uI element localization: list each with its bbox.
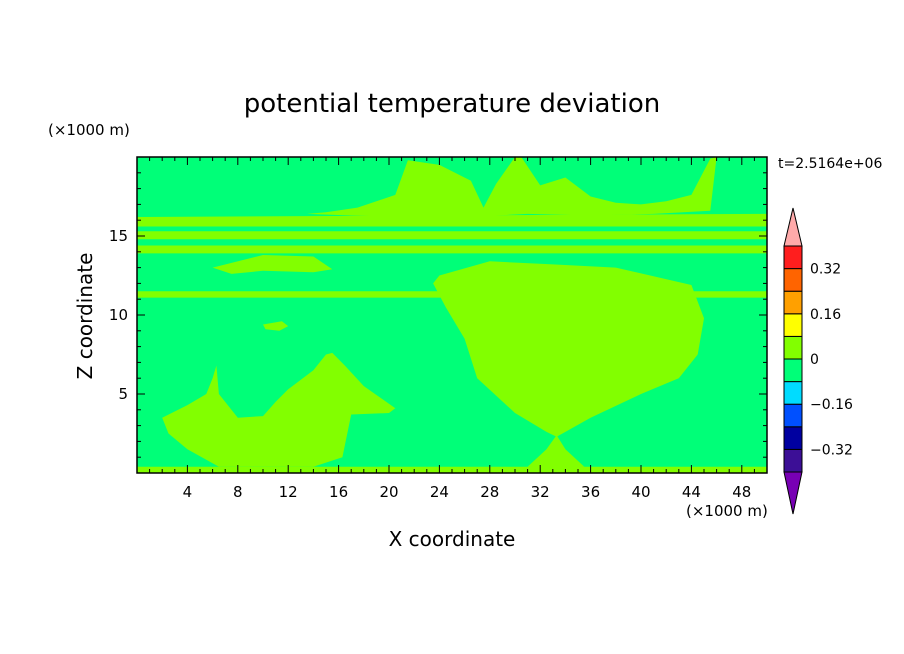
colorbar-segment [783,403,803,428]
y-unit-label: (×1000 m) [48,121,130,139]
colorbar-segment [783,290,803,315]
x-tick-label: 24 [430,483,449,501]
x-axis-title: X coordinate [389,527,516,551]
contour-region-upper-plume [307,157,717,217]
y-tick-label: 10 [109,306,128,324]
contour-region-band-15 [137,231,767,240]
colorbar-over-triangle [783,207,803,247]
x-tick-label: 4 [183,483,193,501]
x-tick-label: 32 [531,483,550,501]
colorbar-segment [783,245,803,270]
x-tick-label: 44 [682,483,701,501]
contour-region-upper-layer [137,213,767,227]
contour-region-right-plume [433,261,704,437]
x-tick-label: 48 [732,483,751,501]
y-axis-title: Z coordinate [73,253,97,380]
contour-region-bottom-dome [527,435,585,469]
colorbar-segment [783,313,803,337]
x-tick-label: 12 [279,483,298,501]
chart-title: potential temperature deviation [244,89,660,119]
plot-area [137,157,767,473]
x-tick-label: 36 [581,483,600,501]
colorbar-label: −0.16 [810,397,853,413]
colorbar-segment [783,335,803,360]
colorbar-label: 0.16 [810,307,841,323]
contour-region-band-14 [137,245,767,254]
x-tick-label: 40 [631,483,650,501]
colorbar-segment [783,381,803,405]
colorbar-label: 0 [810,352,819,368]
contour-region-mid-layer [212,255,333,274]
x-tick-label: 8 [233,483,243,501]
contour-regions [137,157,767,473]
colorbar-under-triangle [783,471,803,515]
colorbar: −0.32 −0.16 0 0.16 0.32 [783,207,853,515]
colorbar-label: 0.32 [810,262,841,278]
colorbar-label: −0.32 [810,442,853,458]
y-tick-label: 15 [109,227,128,245]
colorbar-segment [783,268,803,292]
y-tick-label: 5 [118,385,128,403]
colorbar-segment [783,448,803,473]
time-label: t=2.5164e+06 [778,156,882,172]
colorbar-segment [783,358,803,383]
contour-region-left-blob [162,352,396,467]
x-tick-label: 28 [480,483,499,501]
x-tick-label: 20 [379,483,398,501]
colorbar-segment [783,426,803,450]
contour-region-small-spot [263,321,289,331]
x-tick-label: 16 [329,483,348,501]
x-unit-label: (×1000 m) [686,502,768,520]
